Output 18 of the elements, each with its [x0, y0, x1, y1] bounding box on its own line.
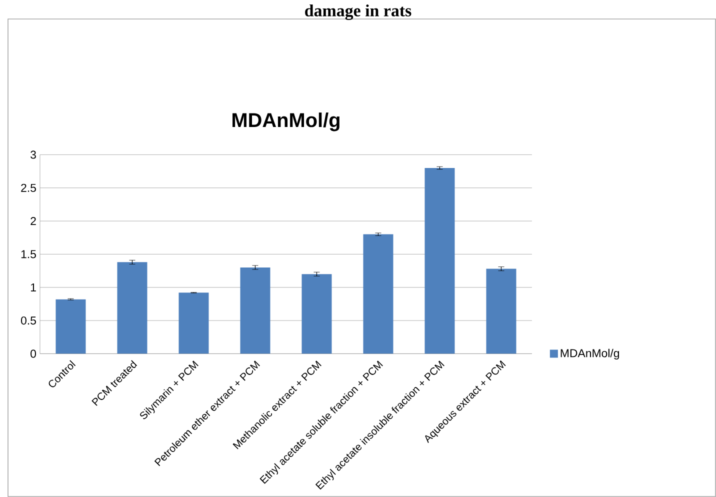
y-tick-label: 0	[30, 350, 36, 358]
text: damage in rats	[305, 4, 412, 20]
y-tick-label: 3	[30, 150, 36, 159]
y-tick-label: 2	[30, 217, 36, 226]
y-tick-label: 2.5	[21, 184, 36, 192]
bar	[56, 299, 86, 354]
bar	[117, 262, 148, 354]
bar	[178, 292, 209, 354]
y-tick-label: 1	[30, 283, 36, 292]
bar	[240, 267, 270, 354]
bar	[486, 268, 516, 354]
bar	[302, 274, 332, 354]
bar	[363, 234, 394, 354]
bar	[424, 168, 455, 354]
y-tick-label: 0.5	[20, 316, 36, 325]
chart-title: MDAnMol/g	[232, 112, 340, 132]
y-tick-label: 1.5	[21, 250, 36, 258]
legend-label: MDAnMol/g	[560, 348, 620, 360]
